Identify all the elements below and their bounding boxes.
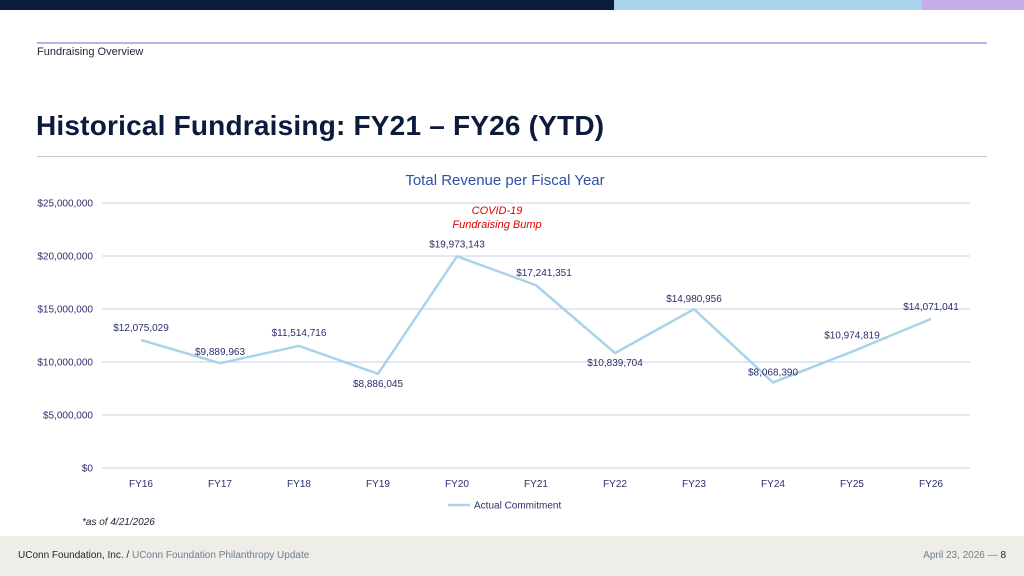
x-tick-label: FY21 — [524, 479, 548, 490]
data-label: $10,974,819 — [824, 331, 880, 342]
footer-subtitle: UConn Foundation Philanthropy Update — [131, 550, 310, 561]
x-tick-label: FY24 — [761, 479, 785, 490]
top-bar-blue-segment — [614, 0, 922, 10]
footer-left: UConn Foundation, Inc. / UConn Foundatio… — [18, 550, 309, 561]
x-tick-label: FY16 — [129, 479, 153, 490]
data-label: $11,514,716 — [272, 328, 327, 339]
title-divider — [37, 156, 987, 157]
y-tick-label: $10,000,000 — [37, 358, 93, 369]
data-label: $19,973,143 — [429, 239, 485, 250]
section-label: Fundraising Overview — [37, 46, 144, 58]
data-label: $8,068,390 — [748, 367, 798, 378]
y-tick-label: $0 — [82, 464, 94, 475]
data-label: $17,241,351 — [516, 268, 572, 279]
data-label: $10,839,704 — [587, 358, 643, 369]
x-tick-label: FY25 — [840, 479, 864, 490]
series-line-actual-commitment — [140, 255, 932, 384]
top-bar-navy-segment — [0, 0, 614, 10]
data-label: $9,889,963 — [195, 347, 245, 358]
x-tick-label: FY17 — [208, 479, 232, 490]
footer-org: UConn Foundation, Inc. / — [18, 550, 130, 561]
footer-right: April 23, 2026 — 8 — [923, 550, 1006, 561]
line-chart: $0 $5,000,000 $10,000,000 $15,000,000 $20,00… — [37, 199, 970, 512]
y-tick-label: $20,000,000 — [37, 252, 93, 263]
footer-date: April 23, 2026 — — [923, 550, 998, 561]
covid-annotation: COVID-19 — [472, 205, 523, 217]
y-tick-label: $25,000,000 — [37, 199, 93, 210]
data-label: $14,980,956 — [666, 294, 722, 305]
x-tick-label: FY23 — [682, 479, 706, 490]
chart-title: Total Revenue per Fiscal Year — [405, 172, 605, 189]
legend-label: Actual Commitment — [474, 501, 561, 512]
x-tick-label: FY18 — [287, 479, 311, 490]
header-divider — [37, 42, 987, 44]
x-tick-label: FY26 — [919, 479, 943, 490]
data-label: $8,886,045 — [353, 379, 403, 390]
top-color-bar — [0, 0, 1024, 10]
y-tick-label: $15,000,000 — [37, 305, 93, 316]
top-bar-lavender-segment — [922, 0, 1024, 10]
data-label: $14,071,041 — [903, 302, 959, 313]
y-tick-label: $5,000,000 — [43, 411, 93, 422]
x-tick-label: FY19 — [366, 479, 390, 490]
data-label: $12,075,029 — [113, 323, 169, 334]
covid-annotation: Fundraising Bump — [452, 219, 541, 231]
page-number: 8 — [1000, 550, 1006, 561]
page-title: Historical Fundraising: FY21 – FY26 (YTD… — [36, 110, 605, 141]
x-tick-label: FY22 — [603, 479, 627, 490]
x-tick-label: FY20 — [445, 479, 469, 490]
footnote: *as of 4/21/2026 — [82, 517, 155, 528]
footer: UConn Foundation, Inc. / UConn Foundatio… — [0, 536, 1024, 576]
